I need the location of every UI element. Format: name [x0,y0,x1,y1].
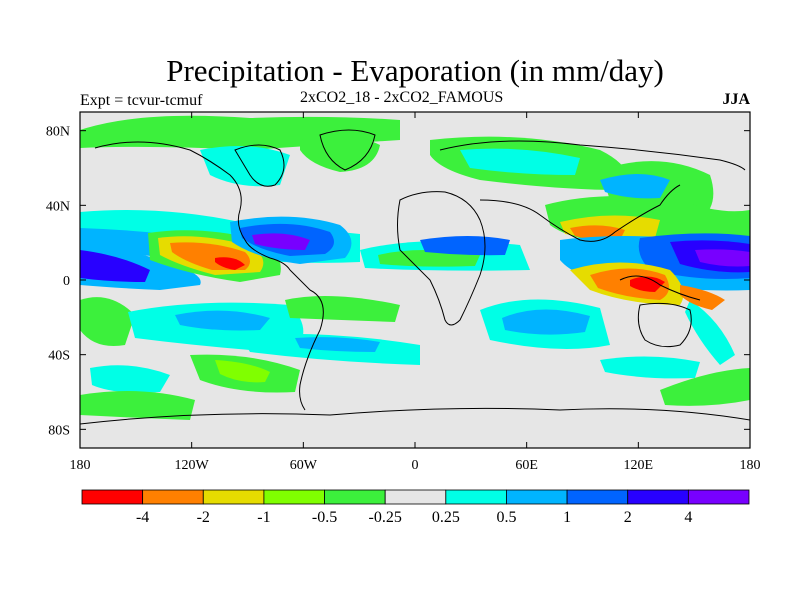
coastlines [80,129,750,425]
lon-tick-label: 120W [175,458,210,473]
experiment-label: Expt = tcvur-tcmuf [80,92,203,109]
colorbar-swatch [627,489,689,505]
colorbar-swatch [506,489,568,505]
colorbar-swatch [263,489,325,505]
lon-tick-label: 180 [740,458,761,473]
colorbar-label: -1 [257,509,270,526]
colorbar-label: -2 [197,509,210,526]
colorbar-label: 1 [563,509,571,526]
colorbar-label: 0.25 [432,509,460,526]
longitude-axis: 180 120W 60W 0 60E 120E 180 [70,112,761,473]
lat-tick-label: 40N [46,199,70,214]
colorbar-swatch [445,489,507,505]
map-title: Precipitation - Evaporation (in mm/day) [166,53,664,88]
colorbar-label: -0.5 [312,509,337,526]
season-label: JJA [722,91,750,108]
lon-tick-label: 0 [412,458,419,473]
comparison-subtitle: 2xCO2_18 - 2xCO2_FAMOUS [300,89,504,106]
colorbar-swatch [324,489,386,505]
lon-tick-label: 120E [624,458,654,473]
colorbar-swatch [384,489,447,505]
lat-tick-label: 80N [46,125,70,140]
lon-tick-label: 180 [70,458,91,473]
colorbar-swatch [142,489,204,505]
latitude-axis: 80N 40N 0 40S 80S [46,125,750,438]
colorbar-label: 0.5 [496,509,516,526]
colorbar-label: -0.25 [369,509,402,526]
lon-tick-label: 60E [515,458,538,473]
lat-tick-label: 0 [63,274,70,289]
colorbar: -4 -2 -1 -0.5 -0.25 0.25 0.5 1 2 4 [81,489,750,526]
colorbar-swatch [202,489,265,505]
precip-evap-field [80,112,750,448]
colorbar-swatch [687,489,750,505]
lon-tick-label: 60W [290,458,318,473]
colorbar-swatch [81,489,144,505]
lat-tick-label: 40S [48,349,70,364]
colorbar-label: 2 [624,509,632,526]
colorbar-label: 4 [684,509,692,526]
southern-ocean-anomalies [80,296,750,420]
lat-tick-label: 80S [48,423,70,438]
northern-tropical-anomalies [80,115,750,310]
colorbar-label: -4 [136,509,149,526]
colorbar-swatch [566,489,629,505]
